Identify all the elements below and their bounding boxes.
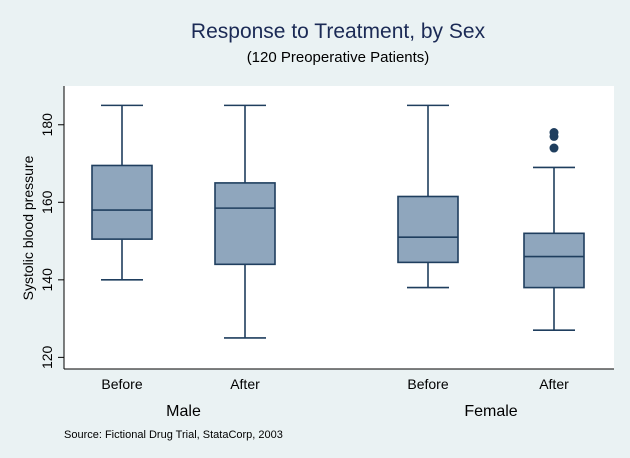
iqr-box	[523, 232, 585, 289]
y-tick-label: 120	[39, 345, 55, 369]
chart-marks: 120 140 160 180 Before After Male Before After Fe…	[39, 86, 614, 420]
box-label: Before	[407, 376, 448, 392]
iqr-box	[397, 195, 459, 264]
group-label: Male	[166, 403, 201, 420]
y-axis-title: Systolic blood pressure	[20, 155, 36, 300]
plot-area	[64, 86, 614, 369]
source-note: Source: Fictional Drug Trial, StataCorp,…	[64, 429, 283, 441]
box-label: After	[230, 376, 260, 392]
y-tick-label: 140	[39, 268, 55, 292]
box-label: Before	[101, 376, 142, 392]
outlier-point	[549, 143, 559, 153]
y-tick-label: 160	[39, 190, 55, 214]
iqr-box	[91, 164, 153, 240]
y-tick-label: 180	[39, 113, 55, 137]
outlier-point	[549, 128, 559, 138]
iqr-box	[214, 182, 276, 266]
group-label: Female	[464, 403, 517, 420]
chart-subtitle: (120 Preoperative Patients)	[247, 49, 430, 66]
chart-title: Response to Treatment, by Sex	[191, 20, 486, 43]
box-label: After	[539, 376, 569, 392]
